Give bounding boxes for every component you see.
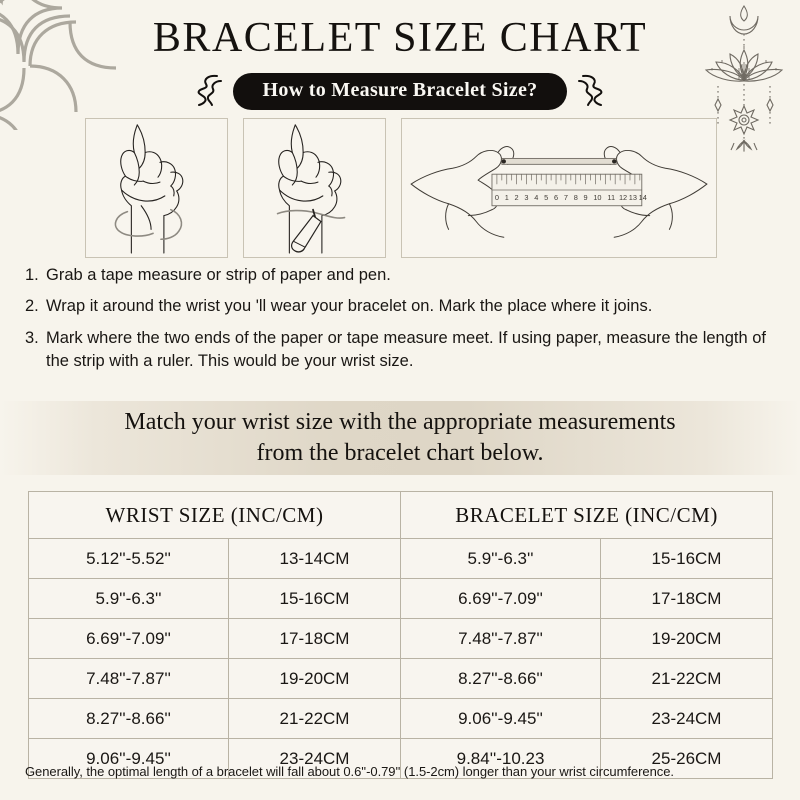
banner-text: Match your wrist size with the appropria… — [94, 407, 705, 468]
svg-text:8: 8 — [574, 193, 578, 202]
table-row: 8.27''-8.66'' 21-22CM 9.06''-9.45'' 23-2… — [28, 698, 774, 739]
size-table: WRIST SIZE (INC/CM) BRACELET SIZE (INC/C… — [27, 491, 774, 779]
illustration-hand-with-tape-measure — [85, 118, 228, 258]
banner-line-1: Match your wrist size with the appropria… — [124, 409, 676, 436]
svg-text:14: 14 — [639, 193, 647, 202]
cell-bracelet-inch: 6.69''-7.09'' — [400, 578, 602, 619]
step-number: 2. — [25, 297, 39, 316]
table-row: 9.06''-9.45'' 23-24CM 9.84''-10.23 25-26… — [28, 738, 774, 779]
list-item: 1. Grab a tape measure or strip of paper… — [25, 264, 780, 287]
svg-text:3: 3 — [524, 193, 528, 202]
svg-text:12: 12 — [619, 193, 627, 202]
svg-text:0: 0 — [495, 193, 499, 202]
cell-bracelet-cm: 25-26CM — [600, 738, 774, 779]
match-size-banner: Match your wrist size with the appropria… — [0, 401, 800, 475]
step-text: Mark where the two ends of the paper or … — [46, 328, 766, 371]
cell-bracelet-cm: 17-18CM — [600, 578, 774, 619]
measurement-steps: 1. Grab a tape measure or strip of paper… — [25, 264, 780, 382]
list-item: 2. Wrap it around the wrist you 'll wear… — [25, 295, 780, 318]
table-row: 6.69''-7.09'' 17-18CM 7.48''-7.87'' 19-2… — [28, 618, 774, 659]
cell-bracelet-inch: 9.84''-10.23 — [400, 738, 602, 779]
column-header-wrist-size: WRIST SIZE (INC/CM) — [27, 491, 402, 539]
cell-wrist-inch: 8.27''-8.66'' — [28, 698, 229, 739]
cell-bracelet-cm: 23-24CM — [600, 698, 774, 739]
swirl-flourish-right-icon — [577, 71, 607, 111]
cell-wrist-inch: 5.9''-6.3'' — [28, 578, 229, 619]
cell-bracelet-cm: 21-22CM — [600, 658, 774, 699]
footer-note: Generally, the optimal length of a brace… — [25, 764, 674, 779]
cell-wrist-cm: 19-20CM — [227, 658, 402, 699]
cell-wrist-inch: 6.69''-7.09'' — [28, 618, 229, 659]
table-header-row: WRIST SIZE (INC/CM) BRACELET SIZE (INC/C… — [27, 491, 774, 539]
illustration-hand-with-pen-marking — [243, 118, 386, 258]
swirl-flourish-left-icon — [193, 71, 223, 111]
step-text: Wrap it around the wrist you 'll wear yo… — [46, 297, 653, 316]
svg-text:1: 1 — [505, 193, 509, 202]
svg-text:4: 4 — [534, 193, 538, 202]
svg-text:13: 13 — [629, 193, 637, 202]
cell-wrist-cm: 15-16CM — [227, 578, 402, 619]
svg-text:5: 5 — [544, 193, 548, 202]
step-number: 1. — [25, 266, 39, 284]
cell-wrist-inch: 9.06''-9.45'' — [28, 738, 229, 779]
list-item: 3. Mark where the two ends of the paper … — [25, 327, 780, 374]
step-number: 3. — [25, 328, 39, 347]
cell-wrist-inch: 5.12''-5.52'' — [28, 538, 229, 579]
banner-line-2: from the bracelet chart below. — [256, 440, 544, 466]
svg-text:10: 10 — [593, 193, 601, 202]
cell-wrist-cm: 21-22CM — [227, 698, 402, 739]
cell-bracelet-inch: 9.06''-9.45'' — [400, 698, 602, 739]
svg-text:6: 6 — [554, 193, 558, 202]
cell-wrist-cm: 17-18CM — [227, 618, 402, 659]
cell-wrist-cm: 13-14CM — [227, 538, 402, 579]
cell-bracelet-inch: 5.9''-6.3'' — [400, 538, 602, 579]
table-row: 5.12''-5.52'' 13-14CM 5.9''-6.3'' 15-16C… — [28, 538, 774, 579]
column-header-bracelet-size: BRACELET SIZE (INC/CM) — [400, 491, 774, 539]
svg-text:11: 11 — [607, 193, 615, 202]
page-title: BRACELET SIZE CHART — [152, 15, 648, 61]
cell-bracelet-cm: 19-20CM — [600, 618, 774, 659]
table-row: 7.48''-7.87'' 19-20CM 8.27''-8.66'' 21-2… — [28, 658, 774, 699]
cell-wrist-inch: 7.48''-7.87'' — [28, 658, 229, 699]
badge-how-to-measure: How to Measure Bracelet Size? — [232, 72, 568, 110]
table-row: 5.9''-6.3'' 15-16CM 6.69''-7.09'' 17-18C… — [28, 578, 774, 619]
svg-text:9: 9 — [584, 193, 588, 202]
cell-bracelet-inch: 7.48''-7.87'' — [400, 618, 602, 659]
cell-bracelet-cm: 15-16CM — [600, 538, 774, 579]
badge-row: How to Measure Bracelet Size? — [0, 71, 800, 111]
svg-text:2: 2 — [515, 193, 519, 202]
cell-wrist-cm: 23-24CM — [227, 738, 402, 779]
step-text: Grab a tape measure or strip of paper an… — [46, 266, 391, 284]
cell-bracelet-inch: 8.27''-8.66'' — [400, 658, 602, 699]
svg-text:7: 7 — [564, 193, 568, 202]
